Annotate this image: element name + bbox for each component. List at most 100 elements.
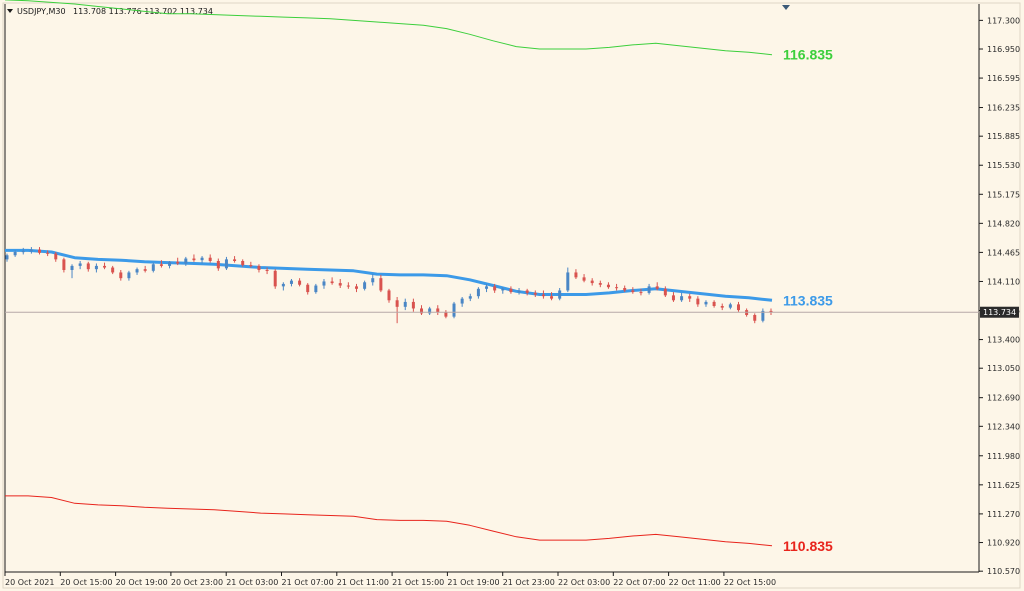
candle-body xyxy=(346,285,350,287)
candle-body xyxy=(379,278,383,291)
candle-body xyxy=(5,255,9,260)
candle xyxy=(387,288,391,303)
x-tick-label: 21 Oct 11:00 xyxy=(337,578,389,587)
candle xyxy=(330,277,334,285)
candle xyxy=(54,251,58,262)
candle xyxy=(631,287,635,294)
candle xyxy=(111,265,115,275)
y-tick-label: 115.530 xyxy=(987,161,1020,170)
candle xyxy=(322,278,326,289)
candle-body xyxy=(517,290,521,293)
candle xyxy=(444,310,448,319)
candle-body xyxy=(338,283,342,286)
candle-body xyxy=(476,288,480,297)
dropdown-triangle-icon[interactable] xyxy=(7,9,13,13)
candle-body xyxy=(168,261,172,266)
candle-body xyxy=(46,252,50,254)
candle-body xyxy=(606,284,610,288)
candle xyxy=(598,280,602,288)
candle xyxy=(615,283,619,291)
candle xyxy=(127,270,131,281)
candle xyxy=(46,250,50,257)
candle xyxy=(533,290,537,298)
chart-shift-marker-icon[interactable] xyxy=(782,5,790,10)
candle-body xyxy=(176,261,180,264)
x-tick-label: 21 Oct 19:00 xyxy=(447,578,499,587)
y-tick-label: 117.300 xyxy=(987,16,1020,25)
candle-body xyxy=(623,288,627,291)
candle xyxy=(541,290,545,299)
candle xyxy=(606,282,610,289)
y-tick-label: 116.595 xyxy=(987,74,1020,83)
candle xyxy=(200,256,204,264)
y-tick-label: 110.920 xyxy=(987,539,1020,548)
current-price-tag xyxy=(980,306,1019,318)
candle xyxy=(281,282,285,291)
candle xyxy=(184,256,188,266)
candle-body xyxy=(13,251,17,256)
candle-body xyxy=(639,292,643,294)
candle xyxy=(428,306,432,316)
candle xyxy=(208,254,212,263)
candle xyxy=(671,292,675,302)
y-tick-label: 111.270 xyxy=(987,510,1020,519)
candle xyxy=(346,282,350,289)
candle-body xyxy=(753,315,757,321)
candle xyxy=(379,274,383,293)
candle-body xyxy=(533,292,537,295)
candle-body xyxy=(769,310,773,313)
candle xyxy=(582,274,586,283)
candle-body xyxy=(184,258,188,264)
candle-body xyxy=(192,258,196,261)
candle xyxy=(273,269,277,289)
candle-body xyxy=(647,286,651,293)
candle xyxy=(420,305,424,316)
candle xyxy=(493,283,497,293)
candle xyxy=(558,288,562,301)
candle-body xyxy=(411,301,415,309)
x-tick-label: 20 Oct 15:00 xyxy=(60,578,112,587)
x-tick-label: 21 Oct 07:00 xyxy=(282,578,334,587)
candle-body xyxy=(103,265,107,268)
candle xyxy=(623,285,627,293)
candle-body xyxy=(289,280,293,284)
candle xyxy=(363,280,367,291)
candle xyxy=(38,247,42,255)
candle xyxy=(143,265,147,273)
candle xyxy=(680,292,684,302)
candle xyxy=(70,264,74,279)
candle xyxy=(501,287,505,294)
y-tick-label: 115.175 xyxy=(987,190,1020,199)
y-tick-label: 116.950 xyxy=(987,45,1020,54)
candle xyxy=(485,283,489,293)
candle-body xyxy=(233,259,237,261)
candle xyxy=(298,278,302,287)
candle-body xyxy=(550,296,554,299)
candle-body xyxy=(582,277,586,281)
candle xyxy=(452,301,456,319)
candle-body xyxy=(281,283,285,287)
candle xyxy=(176,257,180,266)
candle-body xyxy=(493,286,497,291)
candle xyxy=(371,274,375,286)
candle xyxy=(574,269,578,279)
lower-level-label: 110.835 xyxy=(783,538,833,554)
candle xyxy=(257,264,261,273)
candle xyxy=(5,253,9,262)
y-tick-label: 111.625 xyxy=(987,481,1020,490)
lower-band-line xyxy=(5,495,773,547)
candle-body xyxy=(159,264,163,266)
upper-band-line xyxy=(4,0,773,56)
candle xyxy=(241,259,245,267)
candle-body xyxy=(444,312,448,317)
candle-body xyxy=(330,281,334,284)
candle xyxy=(314,283,318,294)
candle xyxy=(13,250,17,257)
symbol-timeframe: USDJPY,M30 xyxy=(17,7,66,16)
candle xyxy=(468,293,472,302)
candle xyxy=(135,267,139,275)
candles xyxy=(5,247,773,324)
candle xyxy=(119,269,123,281)
